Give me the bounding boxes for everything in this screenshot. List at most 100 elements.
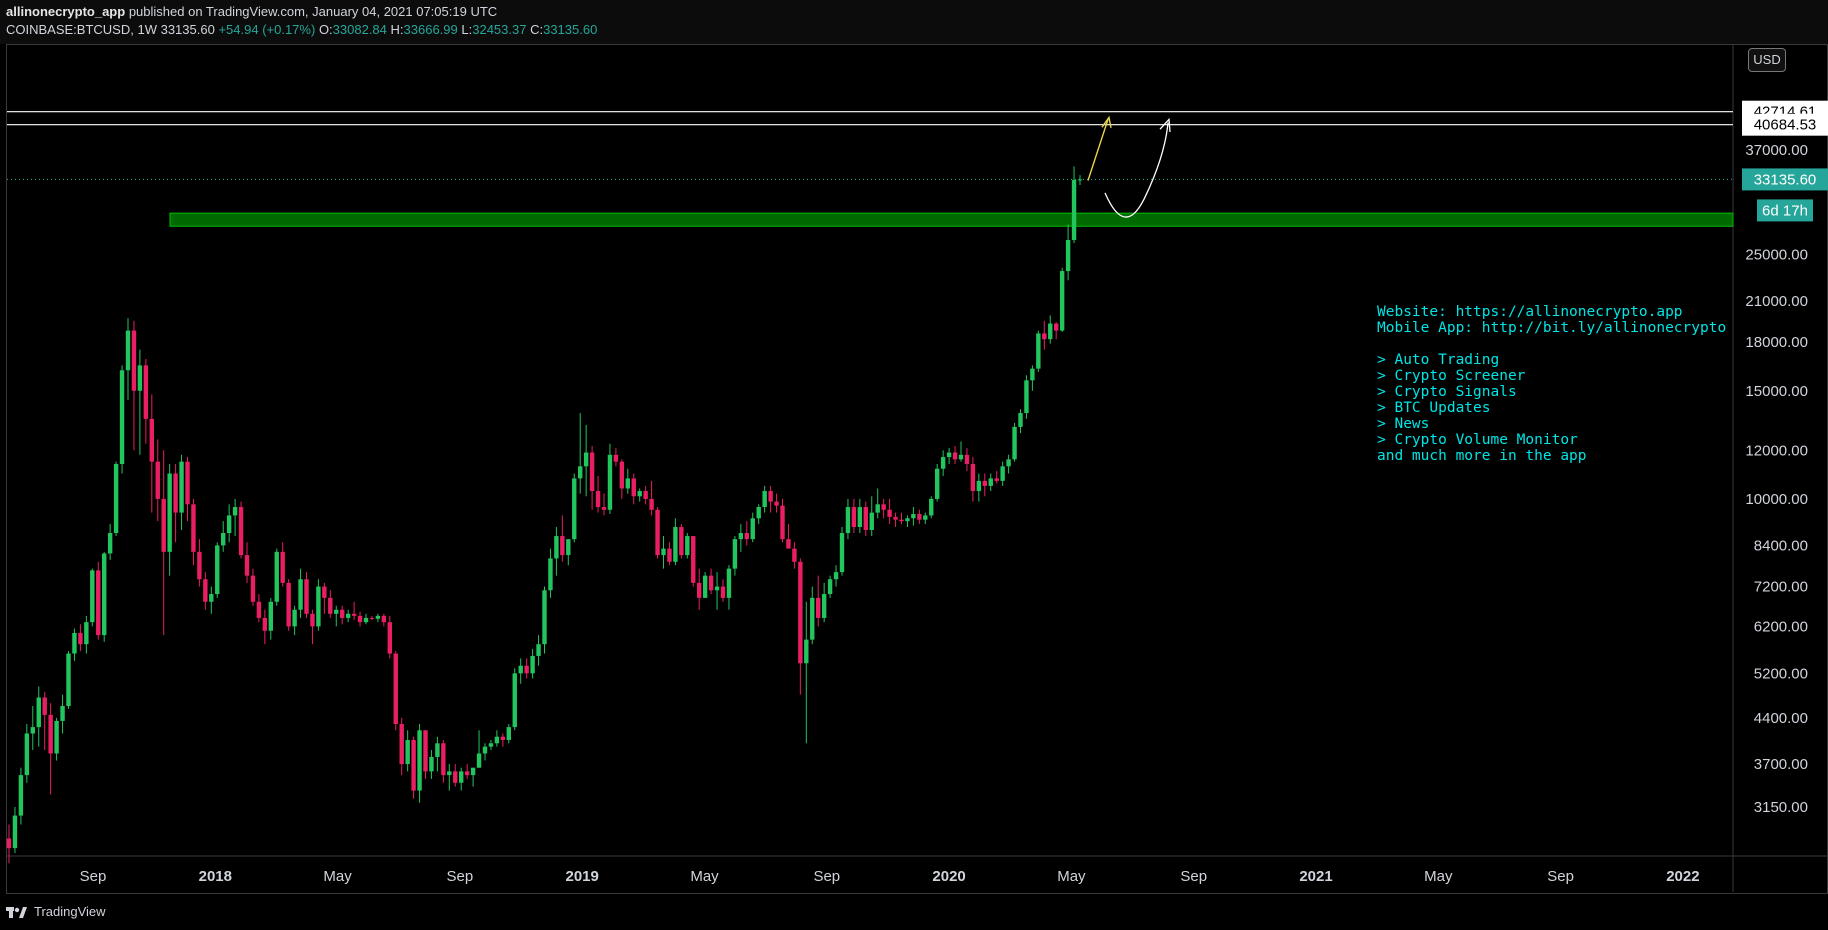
price-tick-label: 8400.00 [1754,537,1808,554]
candle-body [191,504,196,552]
candle-body [667,548,672,562]
candle-body [262,617,268,631]
price-tag-label: 40684.53 [1754,117,1817,134]
plot-area[interactable] [7,45,1733,856]
candle [542,586,547,654]
candle-body [518,665,523,674]
candle-body [595,491,601,508]
candle [798,558,803,695]
time-tick-label: Sep [80,868,107,885]
candle-body [720,586,726,598]
price-tick-label: 25000.00 [1745,247,1808,264]
annotation-line: > Auto Trading [1377,352,1499,368]
candle-body [911,514,916,519]
candle [185,457,190,522]
candle-body [560,536,565,556]
candle [203,572,208,610]
candle-body [328,597,333,614]
candle [566,539,571,566]
published-text: published on TradingView.com, January 04… [128,4,498,19]
candle [506,724,511,744]
candle-body [316,586,321,627]
open-label: O: [318,22,333,37]
annotation-line: and much more in the app [1377,448,1587,464]
candle-body [1000,466,1005,481]
candle-body [215,545,220,595]
candle [774,493,779,513]
candle-body [982,480,987,486]
tradingview-logo[interactable]: TradingView [6,904,106,919]
candle-body [625,478,630,489]
last-price: 33135.60 [160,22,215,37]
candle-body [250,575,256,602]
candle [607,443,613,515]
low-value: 32453.37 [472,22,527,37]
candle-body [875,504,880,513]
currency-badge[interactable]: USD [1748,48,1786,72]
candle-body [78,632,83,645]
annotation-line: Mobile App: http://bit.ly/allinonecrypto [1377,320,1726,336]
candle-body [607,454,613,510]
candle [119,365,125,474]
time-axis-labels: Sep 2018 May Sep 2019 May Sep 2020 May Sep 2021 May… [80,868,1700,885]
candle [173,463,178,543]
candle-body [1042,333,1047,340]
candle [863,501,868,537]
candle [643,485,648,505]
candle [738,524,744,552]
candle-body [292,609,297,627]
price-tick-label: 21000.00 [1745,293,1808,310]
candle-body [887,509,892,517]
candle-body [929,498,934,516]
candle-body [619,461,625,489]
candle [447,764,452,791]
candle [881,498,886,519]
candle-body [500,736,506,740]
candle [369,615,375,621]
candle [417,724,422,803]
candle-body [131,330,137,391]
candle-body [42,697,47,715]
price-chart[interactable]: 3150.00 3700.00 4400.00 5200.00 6200.00 7200.… [0,0,1828,896]
candle-body [780,505,785,540]
candle-body [935,468,940,499]
time-tick-label: May [1424,868,1453,885]
author-name[interactable]: allinonecrypto_app [6,4,126,19]
candle-body [423,730,428,772]
candle [702,572,708,598]
candle-body [1030,368,1035,381]
time-tick-label: Sep [1180,868,1207,885]
candle [84,615,89,654]
candle [691,536,696,587]
candle-body [244,555,250,576]
candle-body [554,536,559,559]
candle-body [476,753,482,768]
candle [334,605,339,627]
candle-body [322,586,327,598]
candle-body [685,536,690,556]
candle-body [905,518,910,522]
candle-body [113,463,119,534]
symbol-label[interactable]: COINBASE:BTCUSD, 1W [6,22,157,37]
candle [316,579,321,631]
candle-body [470,767,476,776]
candle [149,394,154,513]
candle [131,320,137,451]
candle-body [708,575,714,591]
candle [786,524,791,549]
candle [667,542,672,566]
price-tick-label: 3700.00 [1754,756,1808,773]
candle-body [637,491,642,497]
candle [274,548,279,606]
candle-body [107,533,113,554]
candle-body [661,548,666,556]
candle [958,441,964,462]
candle [66,651,71,709]
candle-body [357,615,363,623]
candle-body [375,615,381,619]
projection-arrows-layer [1087,115,1171,218]
candle [250,568,256,606]
candle [655,507,660,559]
candle [554,527,559,576]
candle-body [631,478,636,497]
